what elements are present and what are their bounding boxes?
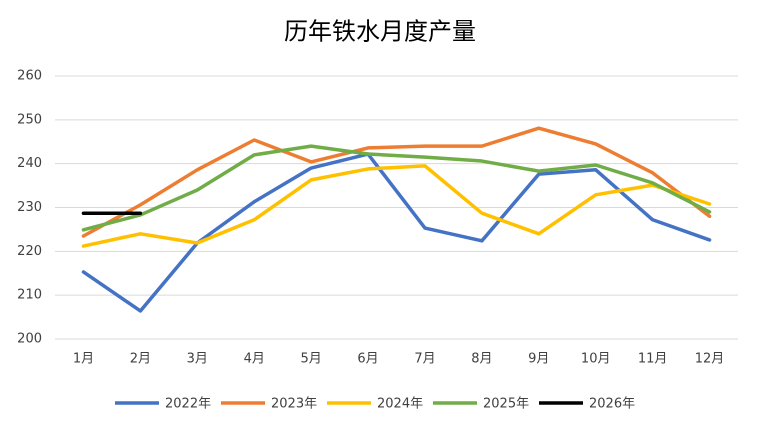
x-tick-label: 7月 xyxy=(414,352,435,367)
x-tick-label: 6月 xyxy=(357,352,378,367)
x-tick-label: 5月 xyxy=(300,352,321,367)
x-tick-label: 11月 xyxy=(638,352,668,367)
x-tick-label: 12月 xyxy=(695,352,725,367)
y-tick-label: 210 xyxy=(17,288,42,303)
x-tick-label: 9月 xyxy=(528,352,549,367)
legend-label: 2026年 xyxy=(589,397,635,412)
x-tick-label: 4月 xyxy=(244,352,265,367)
x-tick-label: 10月 xyxy=(581,352,611,367)
legend-label: 2025年 xyxy=(483,397,529,412)
series-line xyxy=(81,152,712,313)
y-tick-label: 220 xyxy=(17,244,42,259)
legend-label: 2023年 xyxy=(271,397,317,412)
y-tick-label: 250 xyxy=(17,112,42,127)
legend-label: 2022年 xyxy=(165,397,211,412)
y-tick-label: 230 xyxy=(17,200,42,215)
x-tick-label: 8月 xyxy=(471,352,492,367)
series-line xyxy=(81,126,712,238)
chart-title: 历年铁水月度产量 xyxy=(284,18,476,46)
x-tick-label: 1月 xyxy=(73,352,94,367)
x-tick-label: 2月 xyxy=(130,352,151,367)
y-tick-label: 240 xyxy=(17,156,42,171)
series-line xyxy=(81,164,712,248)
x-tick-label: 3月 xyxy=(187,352,208,367)
legend-label: 2024年 xyxy=(377,397,423,412)
y-tick-label: 200 xyxy=(17,332,42,347)
series-line xyxy=(81,144,712,232)
y-tick-label: 260 xyxy=(17,69,42,84)
